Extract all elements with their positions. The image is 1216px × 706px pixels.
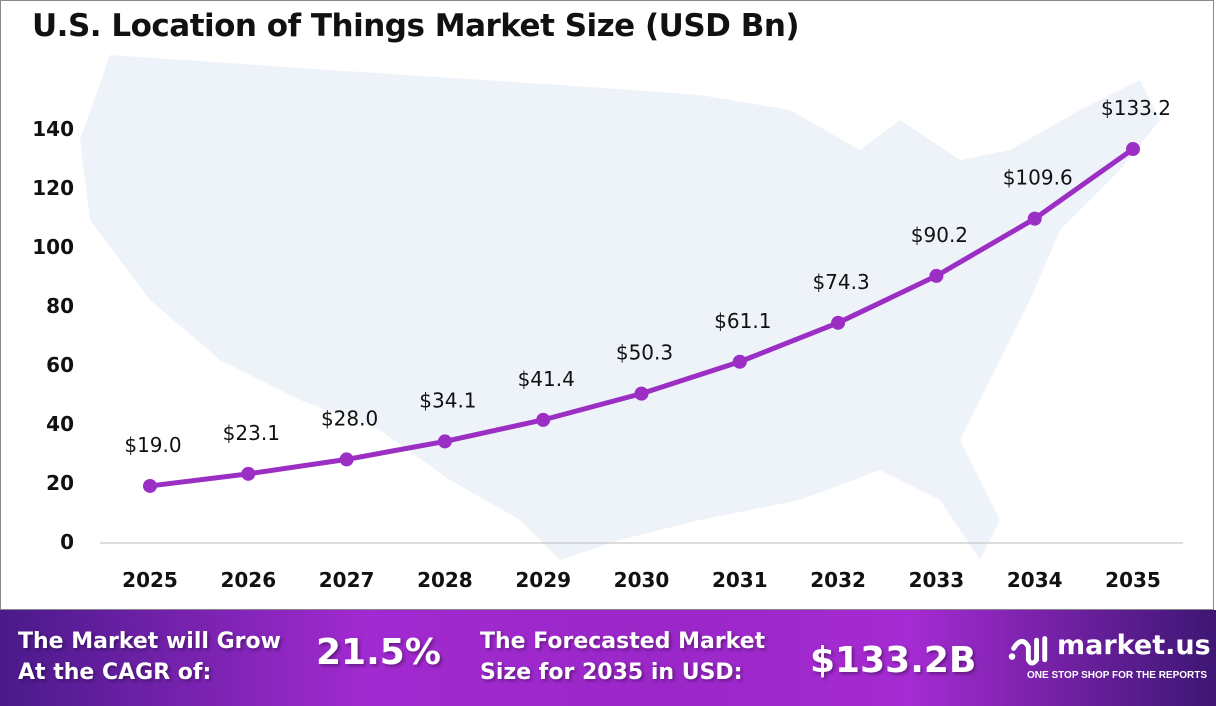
data-point [1027,211,1042,226]
x-tick-label: 2032 [810,568,866,592]
data-label: $41.4 [518,367,575,391]
data-label: $74.3 [812,270,869,294]
data-point [437,434,452,449]
us-map-silhouette [80,55,1160,560]
y-tick-label: 120 [32,176,74,200]
logo-tagline: ONE STOP SHOP FOR THE REPORTS [1027,670,1208,681]
chart-title: U.S. Location of Things Market Size (USD… [32,8,800,44]
x-tick-label: 2033 [909,568,965,592]
y-tick-label: 140 [32,117,74,141]
data-label: $28.0 [321,406,378,430]
x-tick-label: 2034 [1007,568,1063,592]
y-tick-label: 0 [60,530,74,554]
y-tick-label: 60 [46,353,74,377]
data-label: $23.1 [223,421,280,445]
data-point [1126,142,1140,157]
x-tick-label: 2026 [220,568,276,592]
cagr-label-line2: At the CAGR of: [18,660,212,685]
forecast-label-line1: The Forecasted Market [480,629,766,654]
chart-frame [0,0,1214,610]
data-point [929,268,944,283]
cagr-label-line1: The Market will Grow [18,629,281,654]
x-tick-label: 2029 [515,568,571,592]
data-label: $19.0 [124,433,181,457]
market-us-logo[interactable]: market.us ONE STOP SHOP FOR THE REPORTS [1005,630,1216,690]
cagr-value: 21.5% [316,632,441,673]
line-chart: 0 20 40 60 80 100 120 140 2025 2026 2027 2028 2029 20… [32,55,1183,592]
data-label: $90.2 [911,223,968,247]
logo-icon [1008,636,1048,666]
forecast-value: $133.2B [810,640,977,681]
data-label: $61.1 [714,309,771,333]
data-point [143,478,157,493]
data-point [831,315,846,330]
data-point [634,386,649,401]
data-label: $50.3 [616,341,673,365]
x-tick-label: 2031 [712,568,768,592]
y-tick-label: 20 [46,471,74,495]
y-tick-label: 80 [46,294,74,318]
data-label: $109.6 [1003,166,1073,190]
y-tick-label: 100 [32,235,74,259]
data-label: $133.2 [1101,96,1171,120]
cagr-label: The Market will Grow At the CAGR of: [18,626,281,688]
footer-banner: The Market will Grow At the CAGR of: 21.… [0,610,1216,706]
forecast-label-line2: Size for 2035 in USD: [480,660,743,685]
data-point [241,466,256,481]
y-tick-label: 40 [46,412,74,436]
data-label: $34.1 [419,388,476,412]
data-point [536,412,551,427]
logo-name: market.us [1057,630,1211,661]
data-point [339,452,354,467]
x-tick-label: 2025 [122,568,178,592]
forecast-label: The Forecasted Market Size for 2035 in U… [480,626,765,688]
x-tick-label: 2027 [319,568,375,592]
x-tick-label: 2030 [614,568,670,592]
x-tick-label: 2035 [1105,568,1161,592]
data-point [732,354,747,369]
x-tick-label: 2028 [417,568,473,592]
